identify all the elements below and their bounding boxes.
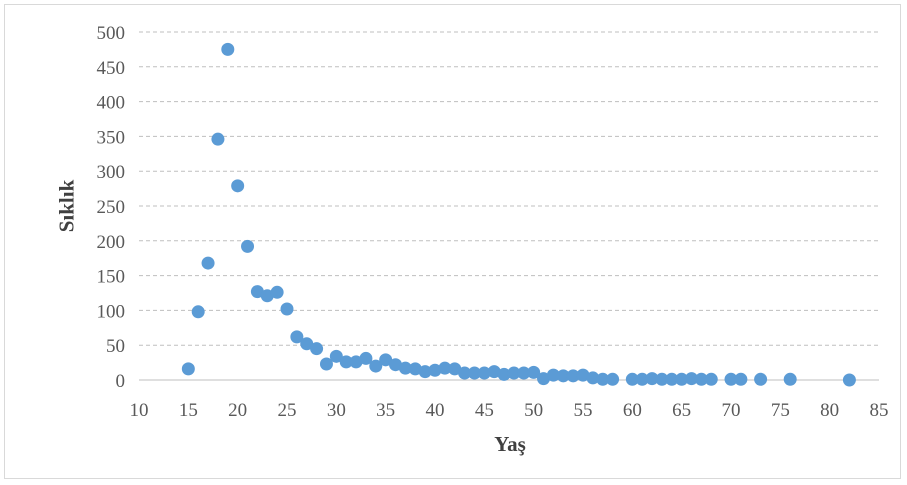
x-tick-label: 20	[228, 400, 247, 421]
y-tick-label: 0	[116, 371, 126, 392]
data-point	[754, 372, 768, 386]
data-point	[389, 358, 403, 372]
data-point	[329, 349, 343, 363]
data-point	[724, 372, 738, 386]
data-point	[694, 372, 708, 386]
data-point	[181, 362, 195, 376]
data-point	[477, 366, 491, 380]
data-point	[704, 372, 718, 386]
data-point	[606, 372, 620, 386]
data-point	[290, 330, 304, 344]
data-point	[783, 372, 797, 386]
y-tick-label: 500	[97, 23, 126, 44]
data-point	[359, 351, 373, 365]
x-tick-label: 25	[278, 400, 297, 421]
data-point	[300, 337, 314, 351]
data-point	[369, 359, 383, 373]
data-point	[685, 372, 699, 386]
x-tick-label: 15	[179, 400, 198, 421]
data-point	[734, 372, 748, 386]
y-tick-label: 50	[106, 336, 125, 357]
data-point	[576, 368, 590, 382]
x-axis-ticks: 10 15 20 25 30 35 40 45 50 55 60 65 70 75 80 85	[130, 400, 889, 421]
x-tick-label: 50	[524, 400, 543, 421]
data-point	[428, 363, 442, 377]
data-point	[487, 365, 501, 379]
y-tick-label: 250	[97, 197, 126, 218]
x-tick-label: 45	[475, 400, 494, 421]
data-point	[665, 372, 679, 386]
x-tick-label: 85	[870, 400, 889, 421]
data-point	[537, 372, 551, 386]
x-tick-label: 75	[771, 400, 790, 421]
x-tick-label: 55	[574, 400, 593, 421]
y-tick-label: 100	[97, 301, 126, 322]
data-points	[181, 42, 856, 387]
x-tick-label: 30	[327, 400, 346, 421]
y-tick-label: 400	[97, 93, 126, 114]
data-point	[221, 42, 235, 56]
x-axis-title: Yaş	[494, 432, 526, 456]
data-point	[438, 361, 452, 375]
data-point	[201, 256, 215, 270]
data-point	[408, 362, 422, 376]
data-point	[250, 285, 264, 299]
y-tick-label: 450	[97, 58, 126, 79]
data-point	[566, 369, 580, 383]
data-point	[546, 368, 560, 382]
data-point	[497, 367, 511, 381]
x-tick-label: 65	[672, 400, 691, 421]
data-point	[211, 132, 225, 146]
x-tick-label: 70	[722, 400, 741, 421]
data-point	[556, 369, 570, 383]
data-point	[842, 373, 856, 387]
data-point	[458, 366, 472, 380]
data-point	[280, 302, 294, 316]
data-point	[527, 365, 541, 379]
data-point	[448, 362, 462, 376]
gridlines	[139, 31, 879, 346]
data-point	[675, 372, 689, 386]
data-point	[319, 357, 333, 371]
data-point	[339, 355, 353, 369]
data-point	[635, 372, 649, 386]
x-tick-label: 60	[623, 400, 642, 421]
y-tick-label: 300	[97, 162, 126, 183]
data-point	[191, 305, 205, 319]
data-point	[310, 342, 324, 356]
data-point	[655, 372, 669, 386]
data-point	[517, 366, 531, 380]
data-point	[260, 289, 274, 303]
x-tick-label: 10	[130, 400, 149, 421]
data-point	[379, 353, 393, 367]
data-point	[586, 371, 600, 385]
x-tick-label: 80	[820, 400, 839, 421]
data-point	[418, 365, 432, 379]
y-axis-title: Sıklık	[54, 179, 78, 232]
data-point	[398, 361, 412, 375]
data-point	[349, 355, 363, 369]
y-tick-label: 150	[97, 267, 126, 288]
y-axis-ticks: 0 50 100 150 200 250 300 350 400 450 500	[97, 23, 126, 392]
data-point	[507, 366, 521, 380]
data-point	[231, 179, 245, 193]
data-point	[625, 372, 639, 386]
data-point	[270, 285, 284, 299]
data-point	[467, 366, 481, 380]
data-point	[645, 372, 659, 386]
data-point	[596, 372, 610, 386]
y-tick-label: 200	[97, 232, 126, 253]
x-tick-label: 35	[376, 400, 395, 421]
x-tick-label: 40	[426, 400, 445, 421]
y-tick-label: 350	[97, 127, 126, 148]
data-point	[241, 239, 255, 253]
chart-frame	[4, 4, 901, 479]
